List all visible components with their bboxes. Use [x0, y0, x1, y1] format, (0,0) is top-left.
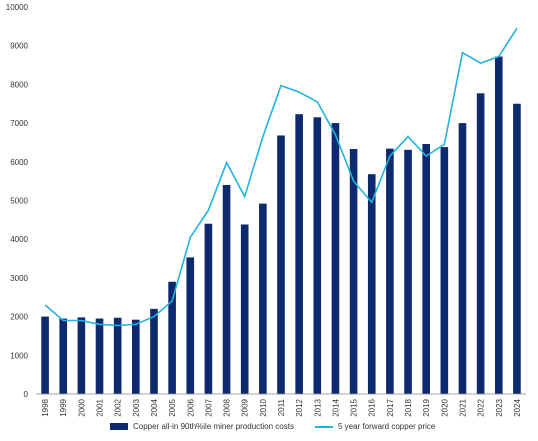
x-tick-label: 2022	[477, 398, 486, 416]
x-tick-label: 2015	[350, 398, 359, 416]
x-tick-label: 2007	[204, 398, 213, 416]
y-tick-label: 5000	[10, 197, 28, 206]
y-tick-label: 0	[24, 390, 29, 399]
bar-2011	[277, 135, 285, 394]
legend-label-costs: Copper all-in 90th%ile miner production …	[133, 422, 294, 431]
bar-2024	[513, 103, 521, 394]
legend-item-costs: Copper all-in 90th%ile miner production …	[110, 422, 294, 431]
legend-label-price: 5 year forward copper price	[338, 422, 436, 431]
x-tick-label: 2008	[223, 398, 232, 416]
bar-2001	[95, 318, 104, 394]
y-tick-label: 1000	[10, 351, 28, 360]
x-tick-label: 2020	[440, 398, 449, 416]
x-tick-label: 1998	[41, 398, 50, 416]
bar-2004	[150, 308, 158, 394]
bar-2015	[349, 149, 358, 394]
x-tick-label: 2024	[513, 398, 522, 416]
y-tick-label: 4000	[10, 235, 28, 244]
bar-2006	[186, 257, 195, 394]
bar-2014	[331, 123, 340, 394]
x-tick-label: 2010	[259, 398, 268, 416]
x-tick-label: 2012	[295, 398, 304, 416]
x-tick-label: 2009	[241, 398, 250, 416]
x-axis-labels: 1998 1999 2000 2001 2002 2003 2004 2005 2006 2007…	[41, 398, 522, 416]
x-tick-label: 2019	[422, 398, 431, 416]
bar-2007	[204, 223, 213, 394]
bar-2020	[440, 147, 449, 394]
y-tick-label: 10000	[6, 3, 29, 12]
x-tick-label: 2002	[114, 398, 123, 416]
x-tick-label: 2003	[132, 398, 141, 416]
y-axis-labels: 0 1000 2000 3000 4000 5000 6000 7000 8000 9000 100…	[6, 3, 29, 399]
bar-2009	[240, 224, 249, 394]
line-series-copper-price	[44, 27, 518, 327]
y-tick-label: 9000	[10, 42, 28, 51]
x-tick-label: 2016	[368, 398, 377, 416]
bar-2010	[259, 203, 267, 394]
x-tick-label: 2014	[331, 398, 340, 416]
bar-2023	[494, 56, 503, 394]
x-tick-label: 2023	[495, 398, 504, 416]
x-tick-label: 2013	[313, 398, 322, 416]
legend-swatch-costs	[110, 423, 128, 430]
bar-2000	[77, 317, 86, 394]
bar-1999	[59, 318, 68, 394]
x-tick-label: 1999	[59, 398, 68, 416]
bar-2008	[222, 185, 231, 394]
y-tick-label: 8000	[10, 80, 28, 89]
bar-2013	[313, 117, 322, 395]
x-tick-label: 2001	[96, 398, 105, 416]
bar-2016	[367, 174, 376, 394]
bar-2021	[458, 123, 467, 394]
y-tick-label: 3000	[10, 274, 28, 283]
x-tick-label: 2006	[186, 398, 195, 416]
bar-2019	[422, 143, 430, 394]
bar-2012	[295, 114, 303, 394]
legend-item-price: 5 year forward copper price	[315, 422, 435, 431]
x-tick-label: 2017	[386, 398, 395, 416]
bar-series	[41, 56, 521, 395]
x-tick-label: 2005	[168, 398, 177, 416]
x-tick-label: 2004	[150, 398, 159, 416]
bar-2017	[386, 148, 394, 394]
bar-2003	[132, 319, 140, 394]
bar-2018	[404, 149, 412, 394]
x-tick-label: 2021	[458, 398, 467, 416]
legend: Copper all-in 90th%ile miner production …	[0, 422, 538, 436]
bar-2022	[476, 93, 485, 395]
y-tick-label: 7000	[10, 119, 28, 128]
x-tick-label: 2011	[277, 398, 286, 416]
legend-swatch-price	[315, 425, 333, 428]
y-tick-label: 6000	[10, 158, 28, 167]
bar-1998	[41, 316, 49, 394]
bar-2005	[168, 281, 176, 394]
x-tick-label: 2018	[404, 398, 413, 416]
x-tick-label: 2000	[77, 398, 86, 416]
y-tick-label: 2000	[10, 313, 28, 322]
bar-2002	[113, 317, 122, 394]
